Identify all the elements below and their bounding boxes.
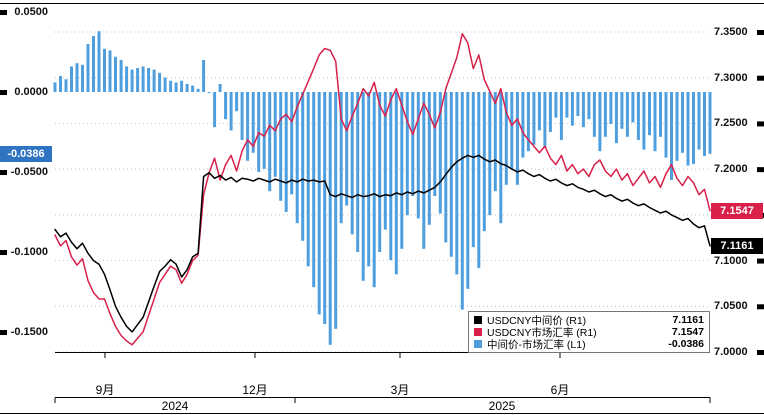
legend-swatch-blue: [474, 340, 482, 348]
right-axis-tick-label: 7.3500: [714, 26, 748, 38]
left-axis-tick-label: 0.0000: [14, 86, 48, 98]
axis-ticks: [0, 10, 764, 403]
market-rate-line: [54, 33, 711, 346]
right-axis-tick-label: 7.2500: [714, 117, 748, 129]
legend-row-market-rate[interactable]: USDCNY市场汇率 (R1) 7.1547: [474, 326, 704, 339]
right-axis-tick-label: 7.1000: [714, 255, 748, 267]
left-axis-tick-label: -0.0500: [10, 166, 48, 178]
central-parity-value-badge: 7.1161: [711, 238, 763, 254]
left-axis-tick-label: -0.1500: [10, 326, 48, 338]
difference-bars: [53, 31, 712, 345]
legend-value: 7.1547: [671, 326, 704, 338]
legend-label: 中间价-市场汇率 (L1): [487, 338, 586, 351]
legend-row-central-parity[interactable]: USDCNY中间价 (R1) 7.1161: [474, 314, 704, 327]
x-axis-month-label: 3月: [390, 383, 410, 397]
legend: USDCNY中间价 (R1) 7.1161 USDCNY市场汇率 (R1) 7.…: [468, 311, 710, 353]
legend-swatch-red: [474, 328, 482, 336]
legend-label: USDCNY市场汇率 (R1): [487, 326, 597, 339]
x-axis-year-label: 2025: [488, 399, 516, 413]
market-rate-value-badge: 7.1547: [711, 203, 763, 219]
legend-swatch-black: [474, 316, 482, 324]
left-axis-current-value-badge: -0.0386: [0, 146, 52, 162]
right-axis-tick-label: 7.0500: [714, 300, 748, 312]
left-axis-tick-label: -0.1000: [10, 246, 48, 258]
x-axis-month-label: 6月: [550, 383, 570, 397]
x-axis-month-label: 9月: [95, 383, 115, 397]
x-axis-month-label: 12月: [242, 383, 268, 397]
central-parity-line: [54, 154, 711, 333]
legend-value: -0.0386: [668, 338, 704, 350]
legend-row-difference[interactable]: 中间价-市场汇率 (L1) -0.0386: [474, 338, 704, 351]
right-axis-tick-label: 7.0000: [714, 346, 748, 358]
legend-value: 7.1161: [672, 314, 704, 326]
right-axis-tick-label: 7.2000: [714, 163, 748, 175]
right-axis-tick-label: 7.3000: [714, 72, 748, 84]
left-axis-tick-label: 0.0500: [14, 6, 48, 18]
x-axis-year-label: 2024: [161, 399, 189, 413]
legend-label: USDCNY中间价 (R1): [487, 314, 587, 327]
